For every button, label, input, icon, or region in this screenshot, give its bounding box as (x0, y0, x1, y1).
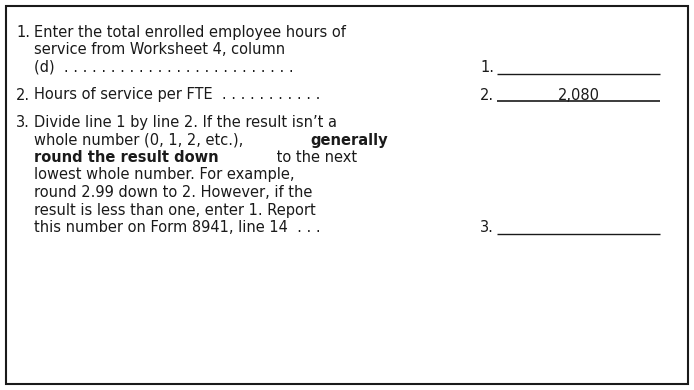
Text: (d)  . . . . . . . . . . . . . . . . . . . . . . . . .: (d) . . . . . . . . . . . . . . . . . . … (34, 60, 294, 75)
Text: round the result down: round the result down (34, 150, 219, 165)
Text: service from Worksheet 4, column: service from Worksheet 4, column (34, 43, 285, 57)
Text: result is less than one, enter 1. Report: result is less than one, enter 1. Report (34, 202, 316, 218)
FancyBboxPatch shape (6, 6, 688, 384)
Text: this number on Form 8941, line 14  . . .: this number on Form 8941, line 14 . . . (34, 220, 321, 235)
Text: 2.: 2. (480, 87, 494, 103)
Text: 2,080: 2,080 (557, 87, 600, 103)
Text: round 2.99 down to 2. However, if the: round 2.99 down to 2. However, if the (34, 185, 312, 200)
Text: Divide line 1 by line 2. If the result isn’t a: Divide line 1 by line 2. If the result i… (34, 115, 337, 130)
Text: to the next: to the next (272, 150, 357, 165)
Text: 1.: 1. (16, 25, 30, 40)
Text: 1.: 1. (480, 60, 494, 75)
Text: Enter the total enrolled employee hours of: Enter the total enrolled employee hours … (34, 25, 346, 40)
Text: 2.: 2. (16, 87, 30, 103)
Text: generally: generally (310, 133, 387, 147)
Text: Hours of service per FTE  . . . . . . . . . . .: Hours of service per FTE . . . . . . . .… (34, 87, 321, 103)
Text: 3.: 3. (480, 220, 494, 235)
Text: 3.: 3. (16, 115, 30, 130)
Text: lowest whole number. For example,: lowest whole number. For example, (34, 167, 294, 183)
Text: whole number (0, 1, 2, etc.),: whole number (0, 1, 2, etc.), (34, 133, 248, 147)
